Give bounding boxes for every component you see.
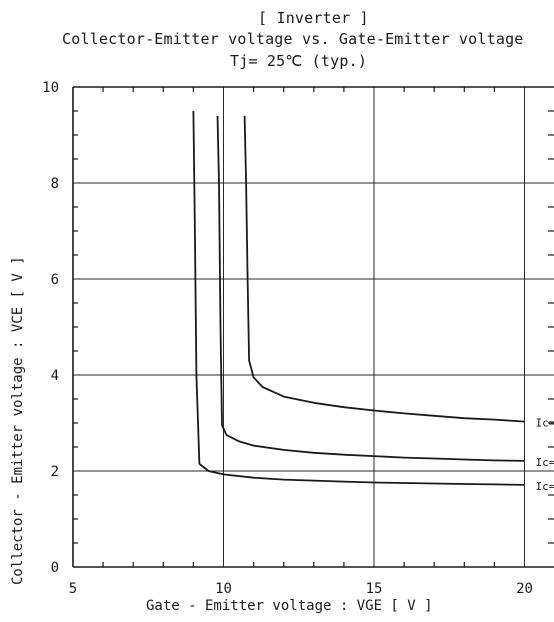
chart-title-line1: [ Inverter ]: [258, 9, 369, 27]
x-axis-label: Gate - Emitter voltage : VGE [ V ]: [146, 598, 433, 614]
plot-frame: [72, 86, 554, 568]
y-tick-label: 4: [51, 368, 59, 384]
x-tick-labels: 510152025: [69, 581, 533, 597]
series-label: Ic= 50A: [536, 417, 554, 430]
y-axis-label: Collector - Emitter voltage : VCE [ V ]: [10, 256, 26, 585]
grid-lines: [73, 87, 554, 567]
series-line: [192, 110, 525, 486]
data-series: [192, 110, 525, 486]
y-tick-label: 2: [51, 464, 59, 480]
series-labels: Ic= 50A Ic= 25A Ic= 12.5A: [536, 417, 554, 493]
x-tick-label: 20: [516, 581, 533, 597]
y-tick-label: 6: [51, 272, 59, 288]
series-line: [243, 115, 525, 423]
series-label: Ic= 12.5A: [536, 480, 554, 493]
chart-title-line3: Tj= 25℃ (typ.): [230, 52, 368, 70]
chart-title-line2: Collector-Emitter voltage vs. Gate-Emitt…: [62, 30, 524, 48]
y-tick-label: 10: [42, 80, 59, 96]
y-tick-labels: 0 2 4 6 8 10: [42, 80, 59, 576]
x-tick-label: 15: [366, 581, 383, 597]
series-label: Ic= 25A: [536, 456, 554, 469]
x-tick-label: 5: [69, 581, 77, 597]
y-tick-label: 0: [51, 560, 59, 576]
x-tick-label: 10: [215, 581, 232, 597]
series-line: [216, 115, 525, 462]
y-tick-label: 8: [51, 176, 59, 192]
axis-ticks: [73, 87, 554, 567]
